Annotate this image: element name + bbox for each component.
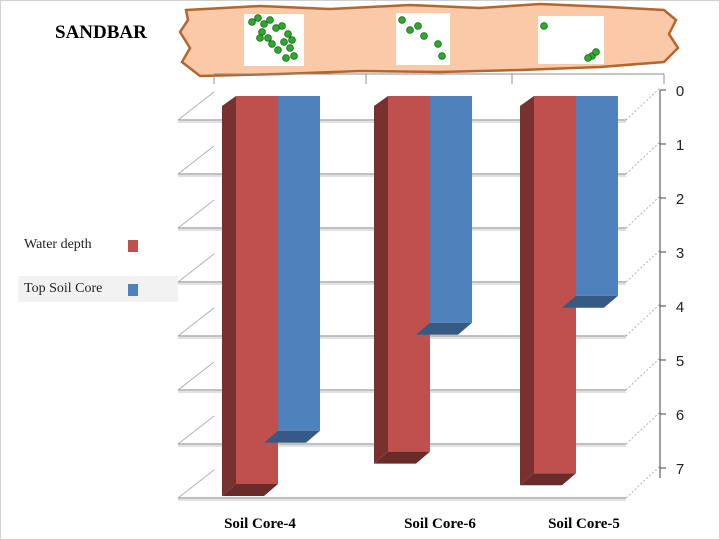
y-tick-label: 1 [676,137,684,154]
gridline-depth-right [625,357,661,391]
plant-icon [290,52,298,60]
plant-icon [248,18,256,26]
bar-bottom [562,295,618,308]
bar-bottom [222,484,278,496]
gridline-depth-right [625,411,661,445]
plant-icon [420,32,428,40]
category-label: Soil Core-5 [548,516,620,532]
sandbar-title: SANDBAR [55,22,147,43]
bar-bottom [416,322,472,335]
bar-face [236,96,278,484]
bar [222,96,278,496]
gridline-depth-right [625,303,661,337]
category-label: Soil Core-6 [404,516,476,532]
gridline-depth-right [625,87,661,121]
plant-icon [274,46,282,54]
gridline-depth [177,199,215,229]
plant-icon [286,44,294,52]
plant-icon [268,40,276,48]
gridline-depth [177,307,215,337]
plant-icon [256,34,264,42]
plant-icon [592,48,600,56]
gridline-depth [177,469,215,499]
y-tick-label: 6 [676,407,684,424]
plant-icon [278,22,286,30]
y-tick-label: 5 [676,353,684,370]
bar-bottom [264,430,320,443]
bar-face [430,96,472,323]
plant-icon [282,54,290,62]
bar-face [534,96,576,474]
plant-icon [434,40,442,48]
bar-face [388,96,430,452]
plant-icon [280,38,288,46]
y-axis: 0 1 2 3 4 5 6 7 [213,73,684,478]
y-tick-label: 7 [676,461,684,478]
plant-icon [266,16,274,24]
gridline-depth [177,415,215,445]
bar-bottom [374,451,430,464]
plant-icon [540,22,548,30]
plant-icon [260,20,268,28]
plant-icon [264,34,272,42]
y-tick-label: 2 [676,191,684,208]
bar-side [520,96,534,486]
plant-icon [288,36,296,44]
legend-swatch-top-soil-core [128,284,138,296]
gridline-depth-right [625,249,661,283]
x-axis-labels: Soil Core-4 Soil Core-6 Soil Core-5 [224,516,620,532]
y-tick-label: 0 [676,83,684,100]
legend-label-top-soil-core: Top Soil Core [24,281,103,296]
legend-item-water-depth: Water depth [18,232,178,258]
bars [222,96,618,496]
bar-face [278,96,320,431]
gridline-depth [177,91,215,121]
bar-face [576,96,618,296]
bar [520,96,576,486]
legend-label-water-depth: Water depth [24,237,92,252]
legend: Water depth Top Soil Core [18,232,178,320]
bar [264,96,320,443]
plant-icon [398,16,406,24]
gridline-depth [177,361,215,391]
plant-icon [414,22,422,30]
plant-icon [438,52,446,60]
bar-side [222,96,236,496]
gridline-depth-right [625,141,661,175]
bar [562,96,618,308]
sandbar-illustration [178,2,680,78]
plant-icon [406,26,414,34]
gridline-depth [177,145,215,175]
category-label: Soil Core-4 [224,516,296,532]
gridline-depth [177,253,215,283]
legend-item-top-soil-core: Top Soil Core [18,276,178,302]
plant-icon [254,14,262,22]
y-tick-label: 3 [676,245,684,262]
plant-icon [284,30,292,38]
legend-swatch-water-depth [128,240,138,252]
gridline-depth-right [625,195,661,229]
plant-icon [584,54,592,62]
y-tick-label: 4 [676,299,684,316]
bar [374,96,430,464]
bar-bottom [520,473,576,486]
gridline-depth-right [625,465,661,499]
bar [416,96,472,335]
bar-side [374,96,388,464]
